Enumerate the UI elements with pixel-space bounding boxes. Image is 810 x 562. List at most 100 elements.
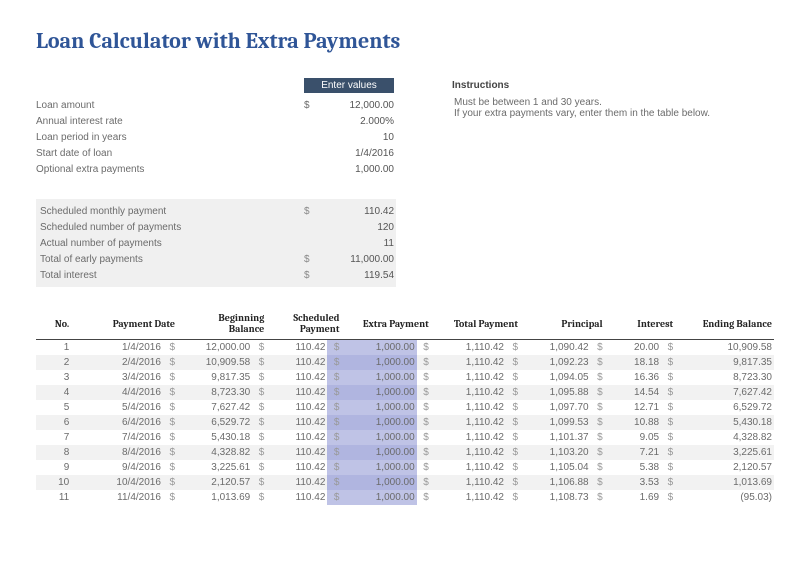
table-row: 44/4/2016$8,723.30$110.42$1,000.00$1,110… [36,385,774,400]
cell-interest: 5.38 [605,460,661,475]
cell-date: 6/4/2016 [71,415,163,430]
cell-extra[interactable]: 1,000.00 [341,475,416,490]
currency-symbol: $ [327,340,341,356]
cell-total: 1,110.42 [431,445,506,460]
cell-interest: 9.05 [605,430,661,445]
currency-symbol: $ [304,254,318,265]
cell-beginning: 12,000.00 [177,340,252,356]
table-row: 11/4/2016$12,000.00$110.42$1,000.00$1,11… [36,340,774,356]
currency-symbol: $ [591,400,605,415]
extra-payment-input[interactable]: 1,000.00 [318,164,394,175]
cell-date: 11/4/2016 [71,490,163,505]
cell-total: 1,110.42 [431,400,506,415]
cell-interest: 16.36 [605,370,661,385]
col-scheduled-payment: ScheduledPayment [266,309,341,340]
cell-no: 2 [36,355,71,370]
enter-values-header: Enter values [304,78,394,93]
actual-number-value: 11 [318,238,394,249]
col-extra-payment: Extra Payment [341,309,430,340]
cell-interest: 18.18 [605,355,661,370]
cell-scheduled: 110.42 [266,370,327,385]
currency-symbol: $ [506,385,520,400]
currency-symbol: $ [417,400,431,415]
cell-extra[interactable]: 1,000.00 [341,415,416,430]
cell-no: 10 [36,475,71,490]
currency-symbol: $ [661,340,675,356]
table-row: 22/4/2016$10,909.58$110.42$1,000.00$1,11… [36,355,774,370]
currency-symbol: $ [304,100,318,111]
table-row: 77/4/2016$5,430.18$110.42$1,000.00$1,110… [36,430,774,445]
start-date-input[interactable]: 1/4/2016 [318,148,394,159]
cell-ending: 8,723.30 [675,370,774,385]
cell-extra[interactable]: 1,000.00 [341,460,416,475]
currency-symbol: $ [327,355,341,370]
loan-period-input[interactable]: 10 [318,132,394,143]
page-title: Loan Calculator with Extra Payments [36,28,774,54]
cell-no: 1 [36,340,71,356]
currency-symbol: $ [417,475,431,490]
currency-symbol: $ [327,370,341,385]
loan-amount-input[interactable]: 12,000.00 [318,100,394,111]
cell-extra[interactable]: 1,000.00 [341,370,416,385]
col-no: No. [36,309,71,340]
cell-extra[interactable]: 1,000.00 [341,400,416,415]
extra-payment-label: Optional extra payments [36,164,304,175]
instruction-line-1: Must be between 1 and 30 years. [454,97,774,108]
cell-extra[interactable]: 1,000.00 [341,430,416,445]
currency-symbol: $ [661,430,675,445]
currency-symbol: $ [327,415,341,430]
cell-total: 1,110.42 [431,340,506,356]
cell-date: 2/4/2016 [71,355,163,370]
cell-extra[interactable]: 1,000.00 [341,385,416,400]
cell-date: 8/4/2016 [71,445,163,460]
cell-no: 3 [36,370,71,385]
interest-rate-input[interactable]: 2.000% [318,116,394,127]
cell-beginning: 1,013.69 [177,490,252,505]
currency-symbol: $ [417,355,431,370]
cell-extra[interactable]: 1,000.00 [341,355,416,370]
currency-symbol: $ [661,475,675,490]
cell-beginning: 4,328.82 [177,445,252,460]
cell-principal: 1,090.42 [520,340,591,356]
amortization-table: No. Payment Date BeginningBalance Schedu… [36,309,774,505]
currency-symbol: $ [252,370,266,385]
scheduled-number-value: 120 [318,222,394,233]
col-date: Payment Date [71,309,177,340]
cell-interest: 20.00 [605,340,661,356]
cell-ending: 9,817.35 [675,355,774,370]
cell-ending: 3,225.61 [675,445,774,460]
early-payments-label: Total of early payments [36,254,304,265]
cell-extra[interactable]: 1,000.00 [341,340,416,356]
currency-symbol: $ [252,340,266,356]
cell-total: 1,110.42 [431,460,506,475]
currency-symbol: $ [163,340,177,356]
cell-no: 8 [36,445,71,460]
currency-symbol: $ [591,415,605,430]
currency-symbol: $ [163,460,177,475]
currency-symbol: $ [304,270,318,281]
table-row: 99/4/2016$3,225.61$110.42$1,000.00$1,110… [36,460,774,475]
col-beginning-balance: BeginningBalance [177,309,266,340]
table-header-row: No. Payment Date BeginningBalance Schedu… [36,309,774,340]
cell-principal: 1,103.20 [520,445,591,460]
currency-symbol: $ [506,475,520,490]
currency-symbol: $ [661,460,675,475]
currency-symbol: $ [252,460,266,475]
table-row: 1010/4/2016$2,120.57$110.42$1,000.00$1,1… [36,475,774,490]
currency-symbol: $ [661,385,675,400]
currency-symbol: $ [252,415,266,430]
currency-symbol: $ [506,355,520,370]
currency-symbol: $ [591,385,605,400]
cell-extra[interactable]: 1,000.00 [341,490,416,505]
currency-symbol: $ [163,490,177,505]
cell-date: 4/4/2016 [71,385,163,400]
cell-interest: 3.53 [605,475,661,490]
currency-symbol: $ [417,490,431,505]
cell-principal: 1,106.88 [520,475,591,490]
instruction-line-2: If your extra payments vary, enter them … [454,108,774,119]
cell-date: 1/4/2016 [71,340,163,356]
cell-extra[interactable]: 1,000.00 [341,445,416,460]
col-ending-balance: Ending Balance [675,309,774,340]
currency-symbol: $ [252,490,266,505]
currency-symbol: $ [591,430,605,445]
